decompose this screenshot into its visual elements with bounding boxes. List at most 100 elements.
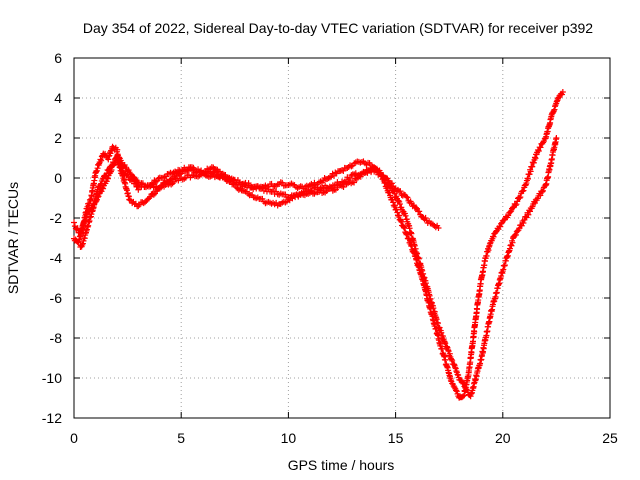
series-track-b [77, 157, 442, 251]
y-tick-label: 4 [54, 90, 62, 106]
data-point [351, 179, 358, 186]
y-tick-label: -4 [50, 250, 63, 266]
data-point [404, 194, 411, 201]
data-point [317, 178, 324, 185]
data-point [93, 196, 100, 203]
y-tick-label: -6 [50, 290, 63, 306]
x-tick-label: 10 [281, 430, 297, 446]
x-tick-label: 25 [602, 430, 618, 446]
y-tick-label: -8 [50, 330, 63, 346]
data-point [340, 183, 347, 190]
data-point [389, 196, 396, 203]
y-tick-label: -10 [42, 370, 62, 386]
data-point [139, 180, 146, 187]
data-point [403, 193, 410, 200]
data-point [142, 199, 149, 206]
data-point [517, 194, 524, 201]
data-point [500, 217, 507, 224]
data-point [395, 197, 402, 204]
data-point [326, 174, 333, 181]
data-point [86, 200, 93, 207]
data-point [279, 179, 286, 186]
data-point [519, 188, 526, 195]
data-point [357, 173, 364, 180]
data-point [416, 208, 423, 215]
data-point [94, 194, 101, 201]
data-point [497, 223, 504, 230]
data-point [391, 202, 398, 209]
x-tick-label: 20 [495, 430, 511, 446]
data-point [512, 202, 519, 209]
y-tick-label: 6 [54, 50, 62, 66]
x-axis-label: GPS time / hours [288, 457, 395, 473]
axis-ticks: 0 5 10 15 20 25 -12 -10 -8 -6 -4 -2 0 2 4 6 [42, 50, 618, 446]
data-point [435, 225, 442, 231]
data-point [340, 167, 347, 174]
data-point [109, 143, 116, 150]
y-axis-label: SDTVAR / TECUs [5, 182, 21, 294]
data-point [150, 191, 157, 198]
data-point [245, 190, 252, 197]
data-point [540, 187, 546, 194]
data-point [520, 220, 527, 227]
data-point [84, 203, 91, 210]
data-point [535, 147, 542, 154]
plot-frame [73, 57, 611, 419]
data-point [97, 181, 104, 188]
data-point [384, 175, 391, 182]
data-point [553, 135, 560, 141]
data-point [460, 393, 467, 400]
data-point [403, 231, 410, 238]
data-point [507, 209, 514, 216]
data-point [126, 196, 133, 203]
data-point [461, 383, 468, 390]
data-point [328, 173, 335, 180]
data-point [270, 186, 277, 193]
data-point [79, 241, 86, 248]
series-track-a [71, 89, 566, 401]
data-point [386, 189, 393, 196]
data-point [348, 163, 355, 170]
data-point [508, 208, 515, 215]
data-point [512, 231, 519, 238]
data-point [397, 188, 404, 195]
data-point [332, 169, 339, 176]
x-tick-label: 15 [388, 430, 404, 446]
data-point [400, 224, 407, 231]
data-point [537, 144, 544, 151]
data-point [505, 212, 512, 219]
data-point [80, 237, 87, 244]
data-point [412, 204, 419, 211]
data-point [95, 193, 102, 200]
data-point [98, 157, 105, 164]
data-point [87, 196, 94, 203]
data-point [259, 183, 266, 190]
data-point [453, 387, 460, 394]
chart-title: Day 354 of 2022, Sidereal Day-to-day VTE… [83, 20, 593, 36]
data-point [79, 240, 86, 247]
data-point [390, 187, 397, 194]
data-point [559, 89, 566, 95]
data-point [348, 172, 355, 179]
y-tick-label: 2 [54, 130, 62, 146]
data-point [100, 185, 107, 192]
data-point [525, 211, 532, 218]
y-tick-label: 0 [54, 170, 62, 186]
y-tick-label: -2 [50, 210, 63, 226]
data-point [539, 188, 546, 195]
data-point [369, 165, 376, 172]
data-point [514, 198, 521, 205]
x-tick-label: 5 [177, 430, 185, 446]
x-tick-label: 0 [70, 430, 78, 446]
data-point [359, 170, 366, 177]
data-point [498, 220, 505, 227]
data-point [540, 139, 547, 146]
data-point [375, 168, 382, 175]
data-point [167, 176, 174, 183]
data-point [93, 198, 100, 205]
data-point [537, 192, 544, 199]
y-tick-label: -12 [42, 410, 62, 426]
series-track-c [71, 135, 560, 400]
data-point [459, 379, 466, 386]
